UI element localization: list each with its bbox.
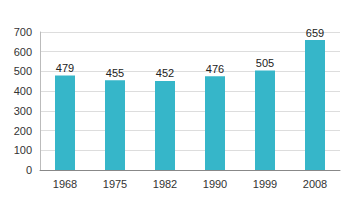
svg-text:1975: 1975 (103, 178, 127, 190)
svg-text:1999: 1999 (253, 178, 277, 190)
svg-text:700: 700 (14, 26, 32, 38)
svg-text:400: 400 (14, 85, 32, 97)
svg-text:2008: 2008 (303, 178, 327, 190)
svg-text:476: 476 (206, 63, 224, 75)
svg-text:100: 100 (14, 144, 32, 156)
svg-text:1990: 1990 (203, 178, 227, 190)
svg-text:659: 659 (306, 27, 324, 39)
svg-text:452: 452 (156, 67, 174, 79)
svg-text:479: 479 (56, 62, 74, 74)
svg-text:1968: 1968 (53, 178, 77, 190)
svg-text:505: 505 (256, 57, 274, 69)
svg-text:200: 200 (14, 125, 32, 137)
svg-text:600: 600 (14, 46, 32, 58)
svg-text:300: 300 (14, 105, 32, 117)
svg-text:0: 0 (26, 164, 32, 176)
svg-text:455: 455 (106, 67, 124, 79)
svg-text:500: 500 (14, 65, 32, 77)
svg-text:1982: 1982 (153, 178, 177, 190)
